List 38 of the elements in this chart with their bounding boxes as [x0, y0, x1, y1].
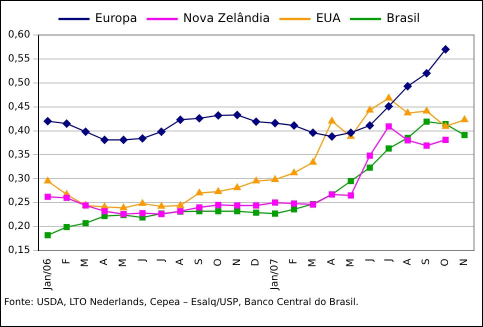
y-tick-label: 0,20 [8, 221, 30, 232]
y-tick-label: 0,15 [8, 245, 30, 256]
x-tick-label: N [232, 258, 243, 266]
y-tick-label: 0,45 [8, 101, 30, 112]
x-tick-label: S [194, 258, 205, 265]
x-tick-label: A [326, 258, 338, 266]
x-tick-label: M [308, 258, 319, 268]
legend-label: Europa [95, 11, 138, 26]
x-tick-label: A [402, 258, 414, 266]
x-tick-label: J [383, 258, 394, 262]
x-tick-label: A [174, 258, 186, 266]
source-note: Fonte: USDA, LTO Nederlands, Cepea – Esalq/USP, Banco Central do Brasil. [4, 296, 359, 309]
x-tick-label: S [421, 258, 432, 265]
legend-label: Brasil [386, 11, 420, 26]
y-tick-label: 0,40 [8, 125, 30, 136]
x-tick-label: M [80, 258, 92, 268]
y-tick-label: 0,35 [8, 149, 30, 160]
y-tick-label: 0,60 [8, 30, 30, 41]
x-tick-label: M [118, 258, 130, 268]
x-tick-label: Jan/06 [42, 258, 54, 292]
x-tick-label: D [250, 258, 262, 266]
x-tick-label: A [99, 258, 110, 266]
x-tick-label: J [364, 258, 376, 262]
legend-label: EUA [316, 11, 342, 26]
x-tick-label: J [137, 258, 148, 262]
x-tick-label: F [61, 258, 72, 264]
x-tick-label: O [440, 258, 452, 266]
y-tick-label: 0,50 [8, 77, 30, 88]
x-tick-label: J [156, 258, 167, 262]
y-tick-label: 0,30 [8, 173, 30, 184]
x-tick-label: N [459, 258, 470, 266]
x-tick-label: Jan/07 [270, 258, 281, 292]
x-tick-label: F [288, 258, 300, 264]
x-tick-label: M [345, 258, 356, 268]
x-tick-label: O [212, 258, 224, 266]
y-tick-label: 0,55 [8, 54, 30, 65]
y-tick-label: 0,25 [8, 197, 30, 208]
legend-label: Nova Zelândia [183, 11, 270, 26]
